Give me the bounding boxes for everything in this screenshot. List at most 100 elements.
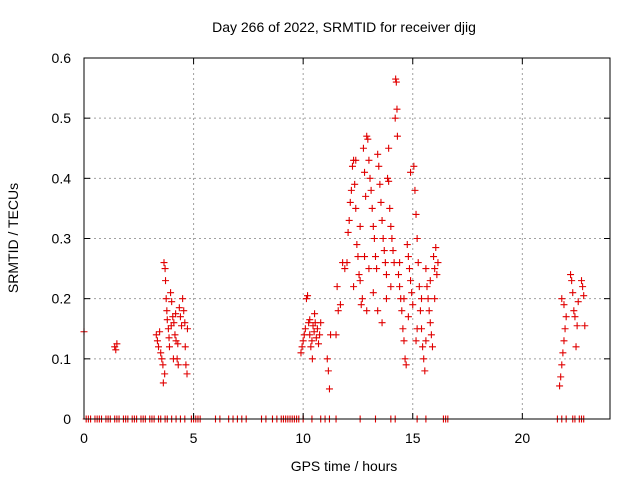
data-point: [379, 235, 387, 242]
data-point: [152, 331, 160, 339]
data-point: [358, 295, 366, 303]
data-point: [171, 331, 179, 339]
data-point: [182, 361, 190, 369]
data-point: [562, 313, 570, 321]
data-point: [412, 210, 420, 218]
data-point: [354, 253, 362, 261]
data-point: [157, 349, 165, 357]
data-point: [167, 322, 175, 330]
data-point: [572, 343, 580, 351]
data-point: [181, 343, 189, 351]
data-point: [561, 325, 569, 333]
data-point: [347, 186, 355, 194]
data-point: [304, 292, 312, 300]
data-point: [307, 343, 315, 351]
data-point: [416, 307, 424, 315]
data-point: [426, 319, 434, 327]
data-point: [580, 292, 588, 300]
data-point: [172, 337, 180, 345]
data-point: [376, 180, 384, 188]
y-tick-label: 0.4: [52, 170, 72, 186]
data-point: [172, 310, 180, 318]
data-point: [375, 162, 383, 170]
data-point: [165, 343, 173, 351]
y-tick-label: 0.2: [52, 291, 72, 307]
data-point: [162, 295, 170, 303]
data-point: [560, 301, 568, 309]
data-point: [579, 283, 587, 291]
data-point: [312, 334, 320, 342]
data-point: [404, 313, 412, 321]
data-point: [357, 301, 365, 309]
data-point: [407, 277, 415, 285]
data-point: [169, 355, 177, 363]
y-tick-label: 0.6: [52, 50, 72, 66]
data-point: [168, 298, 176, 306]
data-point: [385, 144, 393, 152]
data-point: [571, 313, 579, 321]
data-point: [407, 168, 415, 176]
data-point: [431, 295, 439, 303]
data-point: [356, 277, 364, 285]
data-point: [160, 259, 168, 267]
data-point: [401, 355, 409, 363]
data-point: [367, 186, 375, 194]
data-point: [310, 328, 318, 336]
y-tick-label: 0: [63, 411, 71, 427]
data-point: [364, 135, 372, 143]
data-point: [365, 156, 373, 164]
data-point: [179, 295, 187, 303]
data-point: [418, 295, 426, 303]
data-point: [396, 259, 404, 267]
data-point: [431, 265, 439, 273]
data-point: [420, 355, 428, 363]
data-point: [159, 361, 167, 369]
data-point: [413, 325, 421, 333]
y-tick-label: 0.3: [52, 231, 72, 247]
data-point: [378, 319, 386, 327]
data-point: [323, 355, 331, 363]
data-point: [556, 382, 564, 390]
data-point: [412, 337, 420, 345]
data-point: [158, 355, 166, 363]
data-point: [374, 150, 382, 158]
data-point: [410, 162, 418, 170]
data-point: [408, 289, 416, 297]
data-point: [332, 331, 340, 339]
data-point: [155, 343, 163, 351]
data-point: [369, 289, 377, 297]
data-point: [167, 289, 175, 297]
data-point: [368, 204, 376, 212]
data-point: [430, 253, 438, 261]
data-point: [161, 265, 169, 273]
axis-ticks: [83, 57, 610, 420]
data-point: [392, 75, 400, 83]
data-point: [153, 337, 161, 345]
data-point: [423, 283, 431, 291]
data-point: [176, 313, 184, 321]
data-point: [393, 105, 401, 113]
data-point: [382, 295, 390, 303]
data-point: [334, 307, 342, 315]
data-point: [178, 322, 186, 330]
data-point: [560, 337, 568, 345]
data-point: [348, 162, 356, 170]
data-point: [325, 385, 333, 393]
data-point: [581, 322, 589, 330]
data-point: [558, 361, 566, 369]
data-point: [333, 283, 341, 291]
data-point: [361, 253, 369, 261]
data-point: [392, 78, 400, 86]
data-point: [428, 343, 436, 351]
data-point: [113, 340, 121, 348]
data-point: [391, 114, 399, 122]
data-point: [343, 259, 351, 267]
data-point: [355, 271, 363, 279]
data-point: [425, 307, 433, 315]
data-point: [345, 216, 353, 224]
data-point: [308, 337, 316, 345]
data-point: [352, 204, 360, 212]
data-point: [421, 367, 429, 375]
data-point: [183, 370, 191, 378]
